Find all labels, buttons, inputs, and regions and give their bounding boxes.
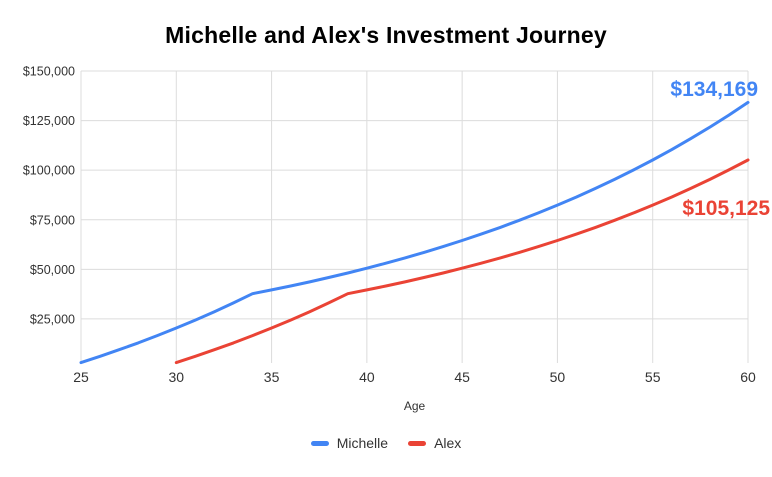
chart-title: Michelle and Alex's Investment Journey [165, 22, 607, 48]
y-tick-label: $75,000 [30, 213, 75, 227]
y-tick-label: $25,000 [30, 312, 75, 326]
alex-series-swatch-icon [408, 440, 427, 446]
michelle-legend-label: Michelle [336, 435, 389, 451]
x-tick-label: 60 [740, 369, 756, 385]
x-tick-label: 40 [359, 369, 375, 385]
michelle-series-swatch-icon [310, 440, 329, 446]
series-end-label-michelle: $134,169 [670, 78, 758, 101]
x-axis-title: Age [403, 399, 426, 413]
legend-item-alex: Alex [408, 435, 461, 451]
legend-item-michelle: Michelle [310, 435, 389, 451]
x-tick-label: 35 [264, 369, 280, 385]
x-tick-label: 55 [645, 369, 661, 385]
series-line-michelle [79, 100, 750, 365]
y-tick-label: $50,000 [30, 263, 75, 277]
y-tick-label: $100,000 [23, 164, 75, 178]
x-tick-label: 25 [73, 369, 89, 385]
x-tick-label: 50 [550, 369, 566, 385]
series-line-alex [174, 158, 750, 365]
x-tick-label: 30 [168, 369, 184, 385]
y-tick-label: $150,000 [23, 65, 75, 79]
legend: Michelle Alex [0, 433, 772, 453]
alex-legend-label: Alex [434, 435, 462, 451]
x-tick-label: 45 [454, 369, 470, 385]
series-end-label-alex: $105,125 [682, 197, 770, 220]
y-tick-label: $125,000 [23, 114, 75, 128]
